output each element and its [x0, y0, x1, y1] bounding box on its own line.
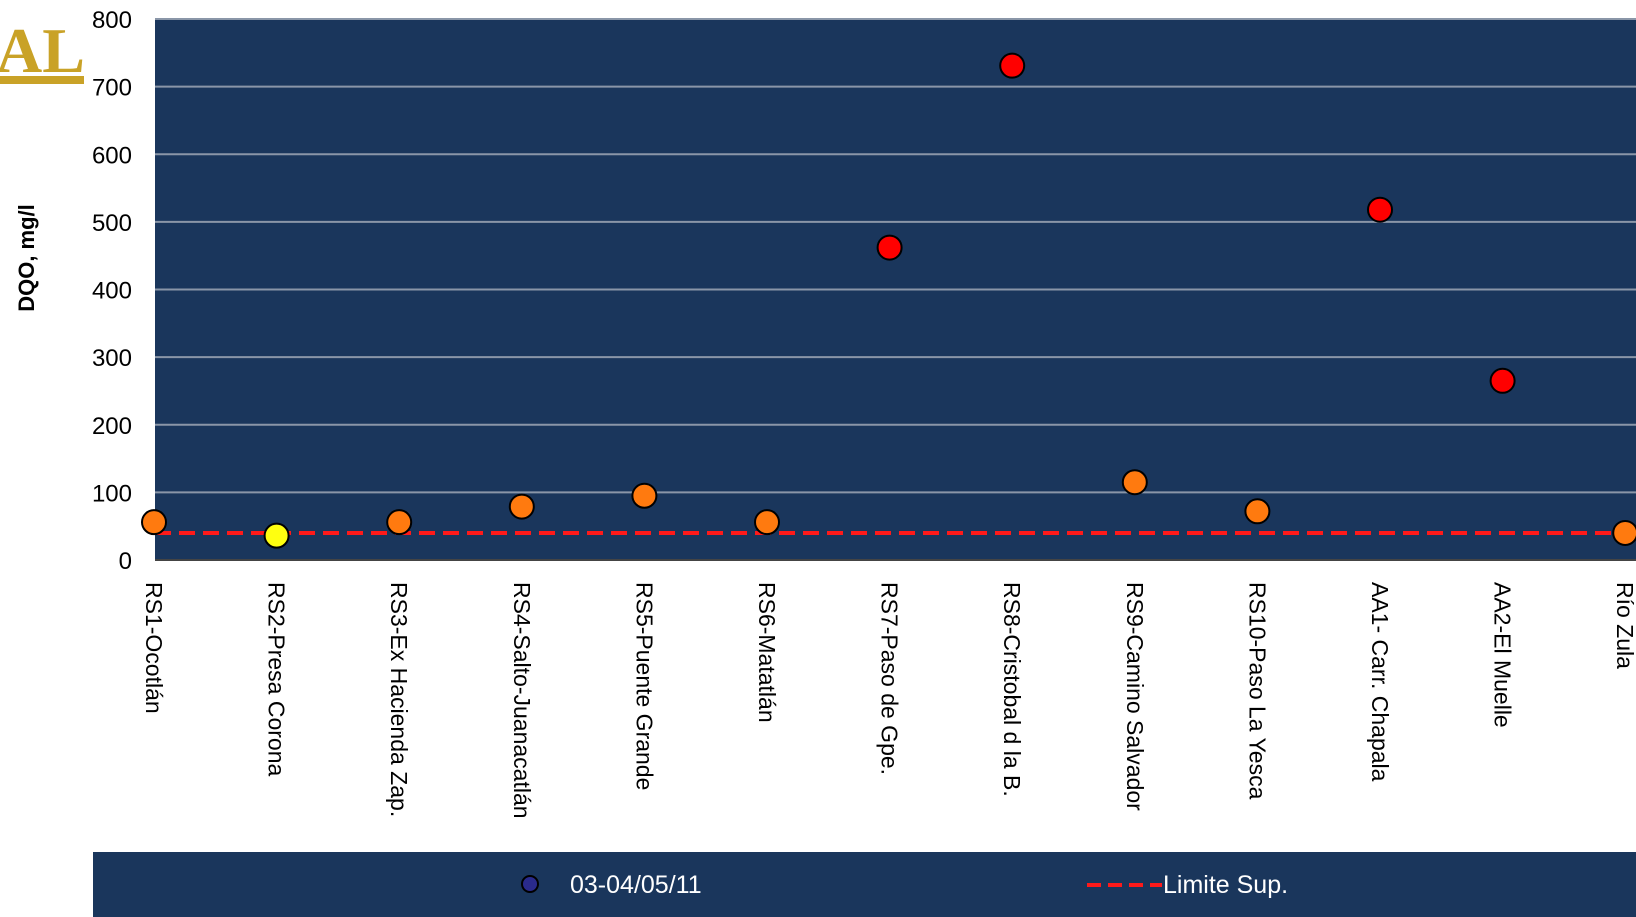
y-tick-500: 500: [92, 210, 132, 237]
x-tick-3: RS3-Ex Hacienda Zap.: [386, 582, 412, 817]
x-tick-2: RS2-Presa Corona: [264, 582, 290, 777]
x-tick-9: RS9-Camino Salvador: [1122, 582, 1148, 811]
y-tick-600: 600: [92, 142, 132, 169]
data-point-3: [386, 509, 413, 536]
data-point-4: [508, 493, 535, 520]
x-tick-8: RS8-Cristobal d la B.: [999, 582, 1025, 797]
x-tick-6: RS6-Matatlán: [754, 582, 780, 723]
legend-marker-series: [521, 875, 539, 893]
legend-label-series: 03-04/05/11: [570, 871, 702, 899]
x-tick-5: RS5-Puente Grande: [631, 582, 657, 790]
x-tick-7: RS7-Paso de Gpe.: [877, 582, 903, 775]
data-point-1: [141, 509, 167, 536]
x-tick-labels: RS1-Ocotlán RS2-Presa Corona RS3-Ex Hacien…: [141, 582, 1636, 819]
y-axis-label: DQO, mg/l: [14, 204, 39, 312]
x-tick-12: AA2-El Muelle: [1490, 582, 1516, 728]
legend: 03-04/05/11 Limite Sup.: [93, 852, 1636, 917]
data-point-11: [1367, 196, 1393, 223]
data-points: [141, 52, 1636, 549]
data-point-9: [1121, 469, 1148, 496]
data-point-8: [999, 52, 1026, 79]
data-point-12: [1489, 367, 1516, 394]
data-point-10: [1244, 498, 1271, 525]
data-point-13: [1612, 519, 1636, 546]
y-tick-400: 400: [92, 278, 132, 305]
data-point-5: [631, 482, 658, 509]
x-tick-10: RS10-Paso La Yesca: [1244, 582, 1270, 800]
y-tick-300: 300: [92, 345, 132, 372]
y-tick-0: 0: [119, 548, 132, 575]
logo: AL: [0, 15, 85, 86]
y-axis-label-group: DQO, mg/l: [14, 204, 39, 312]
y-tick-700: 700: [92, 75, 132, 102]
gridlines: [155, 18, 1636, 494]
x-tick-1: RS1-Ocotlán: [141, 582, 167, 714]
data-point-2: [263, 522, 290, 549]
svg-text:AL: AL: [0, 15, 85, 86]
y-tick-200: 200: [92, 413, 132, 440]
legend-background: [93, 852, 1636, 917]
y-tick-labels: 0 100 200 300 400 500 600 700 800: [92, 7, 132, 575]
y-tick-100: 100: [92, 480, 132, 507]
legend-label-limit: Limite Sup.: [1163, 871, 1288, 899]
x-tick-4: RS4-Salto-Juanacatlán: [509, 582, 535, 819]
data-point-7: [876, 234, 903, 261]
data-point-6: [754, 509, 780, 536]
y-tick-800: 800: [92, 7, 132, 34]
x-tick-11: AA1- Carr. Chapala: [1367, 582, 1393, 782]
x-tick-13: Río Zula: [1612, 582, 1636, 669]
